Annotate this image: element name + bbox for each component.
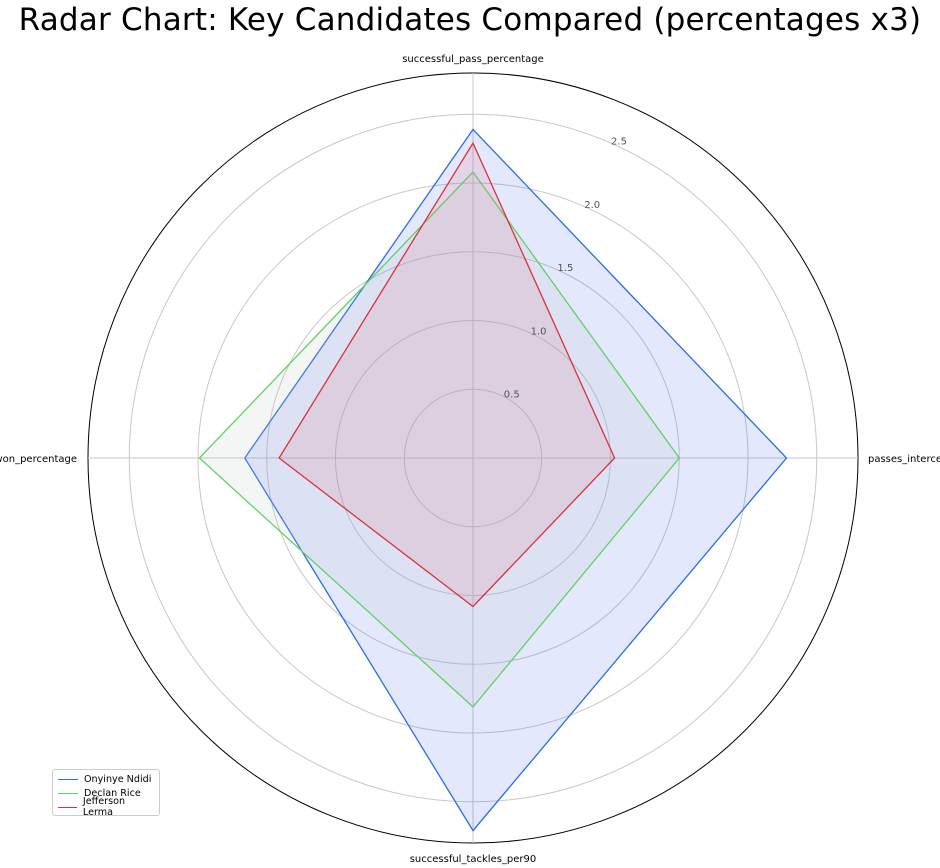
- series-line: [244, 128, 788, 832]
- radial-tick-label: 2.0: [584, 200, 600, 211]
- series-fill: [199, 172, 680, 707]
- legend-item-jefferson-lerma: Jefferson Lerma: [58, 796, 154, 818]
- axis-label: successful_pass_percentage: [402, 54, 544, 65]
- series-layer: [198, 128, 788, 832]
- legend-swatch: [58, 806, 77, 808]
- series-fill: [279, 143, 615, 607]
- chart-title: Radar Chart: Key Candidates Compared (pe…: [18, 2, 922, 38]
- axis-label: successful_tackles_per90: [410, 854, 537, 865]
- legend-item-onyinye-ndidi: Onyinye Ndidi: [58, 772, 154, 786]
- axis-label: aerial_balls_won_percentage: [0, 454, 77, 465]
- radial-tick-label: 2.5: [611, 136, 627, 147]
- legend-swatch: [58, 792, 78, 794]
- series-fill: [244, 129, 787, 831]
- grid-layer: [87, 72, 859, 844]
- legend: Onyinye Ndidi Declan Rice Jefferson Lerm…: [52, 769, 160, 818]
- legend-label: Onyinye Ndidi: [84, 773, 152, 785]
- label-layer: 0.5 1.0 1.5 2.0 2.5 successful_pass_percentag…: [0, 54, 940, 865]
- legend-swatch: [58, 778, 78, 780]
- legend-label: Declan Rice: [84, 787, 141, 799]
- legend-label: Jefferson Lerma: [82, 796, 126, 818]
- axis-label: passes_intercepted_per90: [868, 454, 940, 465]
- legend-item-declan-rice: Declan Rice: [58, 786, 154, 800]
- radial-tick-label: 0.5: [504, 390, 520, 401]
- radial-tick-label: 1.5: [557, 263, 573, 274]
- radial-tick-label: 1.0: [531, 326, 547, 337]
- series-line: [198, 170, 681, 708]
